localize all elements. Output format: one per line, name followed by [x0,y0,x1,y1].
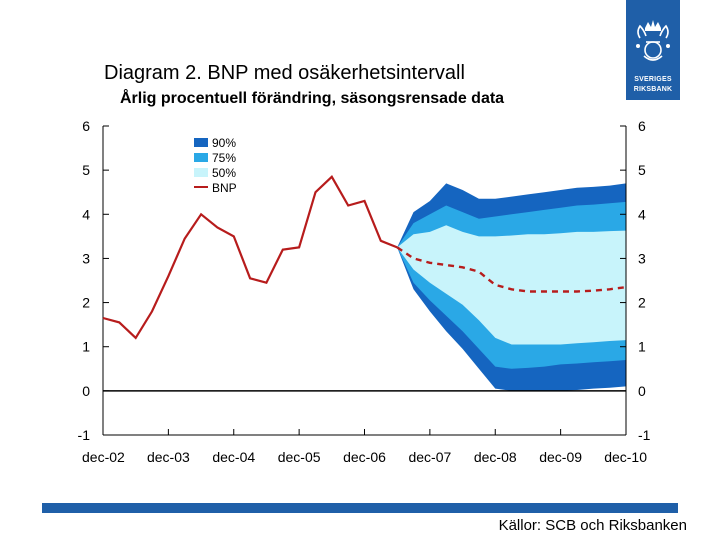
x-tick-label: dec-07 [408,449,451,465]
legend-label: 75% [212,151,236,165]
x-tick-label: dec-02 [82,449,125,465]
footer-bar [42,503,678,513]
riksbank-crown-logo-icon [636,20,670,61]
logo-line2: RIKSBANK [633,86,673,93]
chart-title: Diagram 2. BNP med osäkerhetsintervall [104,62,465,84]
y-tick-label-right: 0 [638,383,646,399]
x-tick-label: dec-03 [147,449,190,465]
bnp-forecast-line [396,246,627,293]
band-50 [397,225,626,345]
uncertainty-bands [397,183,626,391]
y-tick-label-right: -1 [638,427,651,443]
chart-axes: -1 -1 0 0 1 1 2 2 3 3 4 4 5 5 6 6 dec-02 dec-03 dec-04 dec-… [78,118,651,465]
y-tick-label-right: 3 [638,250,646,266]
legend-label: BNP [212,181,237,195]
y-tick-label-right: 5 [638,162,646,178]
x-tick-label: dec-10 [604,449,647,465]
logo-line1: SVERIGES [634,76,672,83]
y-tick-label-right: 6 [638,118,646,134]
x-tick-label: dec-08 [474,449,517,465]
source-note: Källor: SCB och Riksbanken [498,517,687,534]
y-tick-label-right: 2 [638,295,646,311]
y-tick-label-left: 6 [82,118,90,134]
y-tick-label-left: 2 [82,295,90,311]
y-tick-label-left: -1 [78,427,91,443]
y-tick-label-right: 1 [638,339,646,355]
x-tick-label: dec-05 [278,449,321,465]
riksbank-logo: SVERIGES RIKSBANK [626,0,680,100]
legend-swatch-band90 [194,138,208,147]
bnp-outcome-line [102,175,398,340]
y-tick-label-left: 1 [82,339,90,355]
x-tick-label: dec-09 [539,449,582,465]
chart-legend: 90%75%50%BNP [194,136,237,195]
y-tick-label-right: 4 [638,206,646,222]
y-tick-label-left: 4 [82,206,90,222]
y-tick-label-left: 3 [82,250,90,266]
legend-label: 90% [212,136,236,150]
y-tick-label-left: 5 [82,162,90,178]
legend-swatch-band50 [194,168,208,177]
bnp-lines [102,175,627,340]
x-tick-label: dec-06 [343,449,386,465]
x-tick-label: dec-04 [212,449,255,465]
legend-label: 50% [212,166,236,180]
chart-subtitle: Årlig procentuell förändring, säsongsren… [120,90,505,107]
legend-swatch-band75 [194,153,208,162]
y-tick-label-left: 0 [82,383,90,399]
